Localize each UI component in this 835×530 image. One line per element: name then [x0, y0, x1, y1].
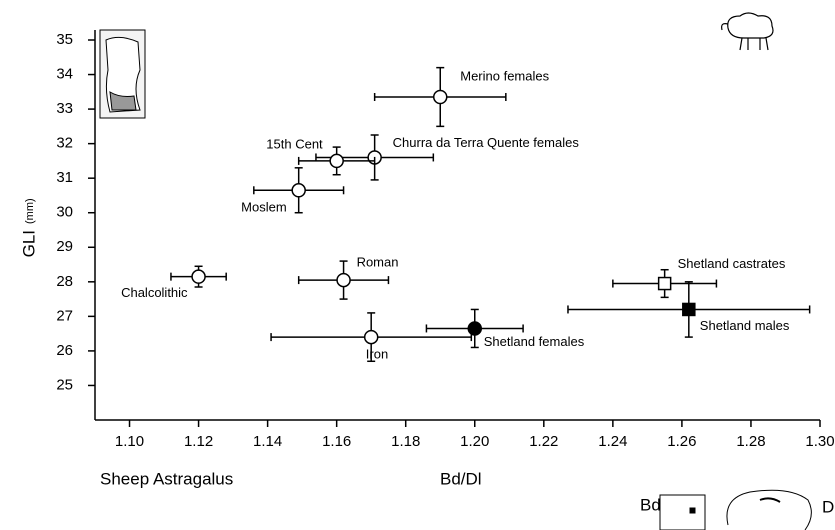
bd-icon: [659, 489, 812, 530]
x-tick-label: 1.28: [736, 433, 765, 450]
x-tick-label: 1.30: [805, 433, 834, 450]
y-tick-label: 29: [56, 238, 73, 255]
bone-icon: [99, 29, 146, 119]
y-axis-unit: (mm): [24, 198, 36, 224]
icon-label: Bd: [640, 495, 661, 514]
point-label: Iron: [366, 347, 388, 362]
y-tick-label: 30: [56, 204, 73, 221]
x-tick-label: 1.20: [460, 433, 489, 450]
marker: [363, 329, 379, 345]
y-tick-label: 26: [56, 342, 73, 359]
y-tick-label: 27: [56, 307, 73, 324]
y-tick-label: 34: [56, 66, 73, 83]
point-label: Merino females: [460, 68, 549, 83]
sheep-icon: [721, 12, 774, 51]
x-tick-label: 1.16: [322, 433, 351, 450]
point-label: Chalcolithic: [121, 285, 188, 300]
marker: [336, 272, 351, 288]
icon-label: D: [822, 497, 834, 516]
marker: [467, 321, 483, 336]
point-label: 15th Cent: [266, 136, 323, 151]
x-tick-label: 1.18: [391, 433, 420, 450]
x-tick-label: 1.24: [598, 433, 627, 450]
marker: [432, 89, 448, 105]
marker: [682, 302, 696, 317]
marker: [329, 153, 344, 169]
point-label: Shetland males: [700, 318, 790, 333]
point-label: Moslem: [241, 200, 287, 215]
caption: Sheep Astragalus: [100, 469, 233, 488]
x-tick-label: 1.22: [529, 433, 558, 450]
point-label: Roman: [357, 255, 399, 270]
y-tick-label: 28: [56, 273, 73, 290]
y-tick-label: 35: [56, 31, 73, 48]
point-label: Shetland females: [484, 334, 585, 349]
x-axis-label: Bd/Dl: [440, 469, 482, 488]
y-axis-label: GLI: [19, 230, 38, 257]
marker: [191, 269, 206, 284]
x-tick-label: 1.14: [253, 433, 282, 450]
x-tick-label: 1.26: [667, 433, 696, 450]
x-tick-label: 1.12: [184, 433, 213, 450]
y-tick-label: 33: [56, 100, 73, 117]
x-tick-label: 1.10: [115, 433, 144, 450]
y-tick-label: 31: [56, 169, 73, 186]
point-label: Shetland castrates: [678, 256, 786, 271]
marker: [657, 276, 672, 291]
y-tick-label: 32: [56, 135, 73, 152]
point-label: Churra da Terra Quente females: [393, 135, 580, 150]
marker: [291, 183, 306, 198]
y-tick-label: 25: [56, 376, 73, 393]
